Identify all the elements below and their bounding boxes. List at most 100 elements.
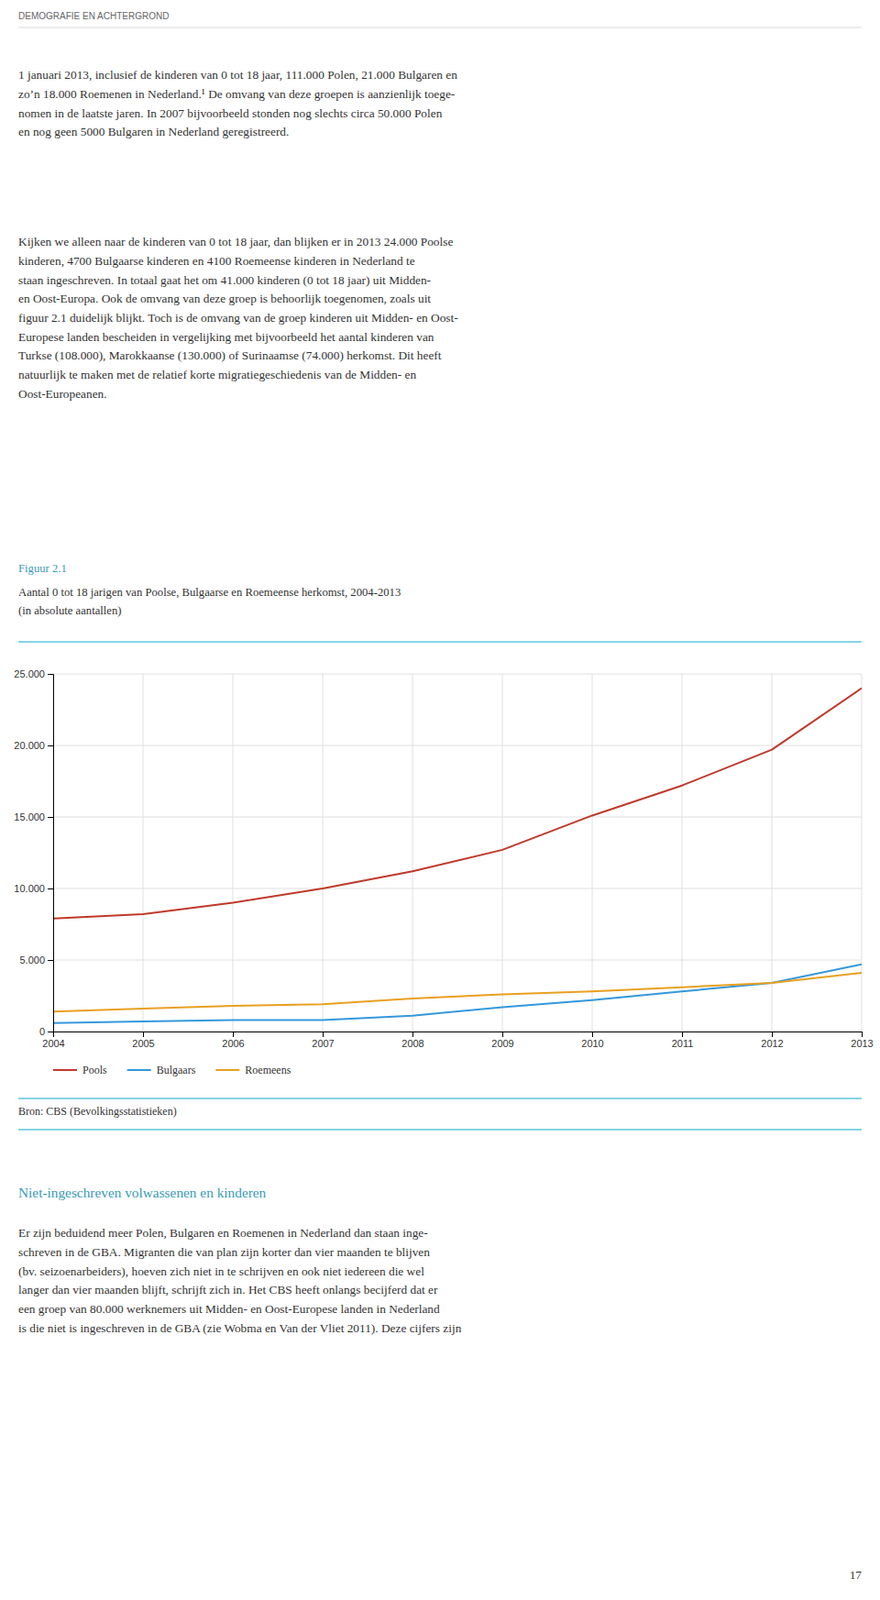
section-heading: Niet-ingeschreven volwassenen en kindere… <box>18 1184 267 1200</box>
tick: 2007 <box>311 1031 334 1049</box>
grid-line <box>143 673 144 1032</box>
separator-line <box>18 1128 862 1130</box>
tick-mark <box>322 1031 324 1037</box>
body-text: langer dan vier maanden blijft, schrijft… <box>18 1282 439 1297</box>
grid-line <box>53 673 862 675</box>
grid-line <box>53 888 862 890</box>
tick: 2010 <box>581 1031 604 1049</box>
page-number: 17 <box>849 1567 863 1582</box>
legend-label: Roemeens <box>244 1063 291 1077</box>
lines <box>53 688 862 1023</box>
body-text: en Oost-Europa. Ook de omvang van deze g… <box>18 291 431 306</box>
tick-mark <box>47 673 54 675</box>
series-line <box>53 964 862 1023</box>
tick: 25.000 <box>13 668 54 680</box>
tick-mark <box>47 959 54 961</box>
tick-mark <box>47 745 54 747</box>
axis-domain <box>54 1032 863 1038</box>
tick: 2006 <box>221 1031 244 1049</box>
grid-line <box>861 673 863 1032</box>
tick-mark <box>47 1031 54 1033</box>
grid-line <box>232 673 234 1032</box>
source-text: Bron: CBS (Bevolkingsstatistieken) <box>18 1104 177 1118</box>
series-line <box>53 688 862 919</box>
legend-item: Bulgaars <box>127 1063 197 1077</box>
tick-label: 0 <box>39 1025 45 1037</box>
body-text: is die niet is ingeschreven in de GBA (z… <box>18 1320 462 1335</box>
separator-line <box>18 640 862 643</box>
legend-swatch <box>127 1068 152 1071</box>
body-text: Kijken we alleen naar de kinderen van 0 … <box>18 234 453 249</box>
series-line <box>53 972 862 1012</box>
body-text: kinderen, 4700 Bulgaarse kinderen en 410… <box>18 253 416 268</box>
tick: 15.000 <box>13 811 54 823</box>
tick-label: 2011 <box>671 1037 694 1049</box>
grid-line <box>322 673 324 1032</box>
tick-mark <box>412 1031 414 1037</box>
tick-mark <box>502 1031 504 1037</box>
tick-label: 2010 <box>581 1037 604 1049</box>
tick-label: 2007 <box>311 1037 334 1049</box>
grid-line <box>592 673 594 1032</box>
legend-item: Pools <box>53 1063 108 1077</box>
body-text: Europese landen bescheiden in vergelijki… <box>18 330 435 344</box>
tick: 0 <box>39 1025 54 1037</box>
body-text: en nog geen 5000 Bulgaren in Nederland g… <box>18 124 289 139</box>
figure-label: Figuur 2.1 <box>18 561 67 575</box>
tick-mark <box>232 1031 234 1037</box>
grid-line <box>771 673 773 1032</box>
separator-line <box>18 1097 862 1099</box>
tick-mark <box>592 1031 594 1037</box>
chart: 2004 2005 2006 2007 2008 2009 2010 2011 2012 2013… <box>13 668 873 1077</box>
legend-item: Roemeens <box>215 1063 291 1077</box>
tick: 20.000 <box>13 739 54 751</box>
y-axis: 0 5.000 10.000 15.000 20.000 25.000 <box>13 668 54 1037</box>
body-text: 1 januari 2013, inclusief de kinderen va… <box>18 67 458 82</box>
tick-label: 2004 <box>42 1037 65 1049</box>
tick: 2009 <box>491 1031 514 1049</box>
legend-label: Pools <box>82 1063 108 1077</box>
grid <box>53 673 862 1032</box>
tick-mark <box>682 1031 683 1037</box>
body-text: schreven in de GBA. Migranten die van pl… <box>18 1244 430 1259</box>
tick-label: 2005 <box>132 1037 154 1049</box>
tick-label: 2008 <box>401 1037 424 1049</box>
tick: 2013 <box>850 1031 873 1049</box>
tick-label: 15.000 <box>13 811 45 823</box>
body-text: Turkse (108.000), Marokkaanse (130.000) … <box>18 348 442 363</box>
tick: 2008 <box>401 1031 424 1049</box>
grid-line <box>53 745 862 747</box>
tick-label: 10.000 <box>13 882 45 894</box>
body-text: (bv. seizoenarbeiders), hoeven zich niet… <box>18 1264 425 1278</box>
tick-mark <box>771 1031 773 1037</box>
body-text: zo’n 18.000 Roemenen in Nederland.¹ De o… <box>18 87 455 101</box>
grid-line <box>53 816 862 818</box>
tick-mark <box>143 1031 144 1037</box>
body-text: Er zijn beduidend meer Polen, Bulgaren e… <box>18 1225 429 1240</box>
tick: 2005 <box>132 1031 154 1049</box>
body-text: figuur 2.1 duidelijk blijkt. Toch is de … <box>18 310 459 325</box>
page: DEMOGRAFIE EN ACHTERGROND 1 januari 2013,… <box>0 0 880 1600</box>
grid-line <box>682 673 683 1032</box>
tick-mark <box>861 1031 863 1037</box>
tick-label: 2006 <box>221 1037 244 1049</box>
tick-label: 2009 <box>491 1037 514 1049</box>
tick-mark <box>47 888 54 890</box>
chart-subtitle: (in absolute aantallen) <box>18 604 121 617</box>
legend: Pools Bulgaars Roemeens <box>53 1063 292 1077</box>
tick-label: 5.000 <box>19 954 45 966</box>
x-axis: 2004 2005 2006 2007 2008 2009 2010 2011 2012 2013 <box>42 1031 873 1049</box>
body-text: nomen in de laatste jaren. In 2007 bijvo… <box>18 106 443 121</box>
tick: 2004 <box>42 1031 65 1049</box>
page-header: DEMOGRAFIE EN ACHTERGROND <box>18 11 169 22</box>
grid-line <box>412 673 414 1032</box>
tick-label: 2012 <box>760 1037 783 1049</box>
chart-title: Aantal 0 tot 18 jarigen van Poolse, Bulg… <box>18 585 401 599</box>
separator-line <box>18 27 862 29</box>
tick-label: 2013 <box>850 1037 873 1049</box>
grid-line <box>502 673 504 1032</box>
axis-domain <box>47 674 55 1033</box>
body-text: een groep van 80.000 werknemers uit Midd… <box>18 1301 440 1316</box>
tick-label: 20.000 <box>13 739 45 751</box>
body-text: staan ingeschreven. In totaal gaat het o… <box>18 273 431 287</box>
